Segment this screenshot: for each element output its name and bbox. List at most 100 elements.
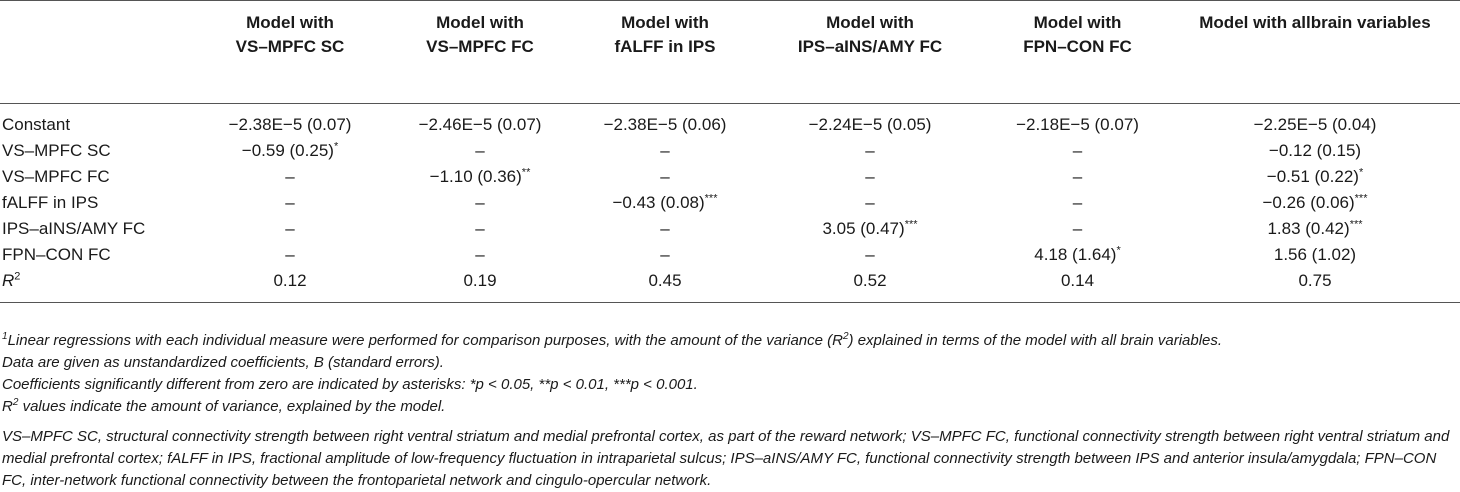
cell-value: – <box>660 141 670 160</box>
row-label: IPS–aINS/AMY FC <box>2 219 146 238</box>
cell-value: −2.38E−5 (0.06) <box>603 115 727 134</box>
cell-value: −2.18E−5 (0.07) <box>1016 115 1139 134</box>
row-label: VS–MPFC SC <box>2 141 111 160</box>
cell-value: – <box>660 167 670 186</box>
row-label: fALFF in IPS <box>2 193 99 212</box>
r-squared-value: 0.45 <box>575 268 755 303</box>
table-cell: 3.05 (0.47)*** <box>755 216 985 242</box>
cell-value: – <box>285 167 295 186</box>
header-line: fALFF in IPS <box>614 37 716 56</box>
table-cell: −0.59 (0.25)* <box>195 138 385 164</box>
footnote-line-1-superscript: 2 <box>842 331 849 342</box>
r-squared-superscript: 2 <box>14 270 21 283</box>
cell-value: −2.38E−5 (0.07) <box>228 115 352 134</box>
significance-marker: * <box>333 140 339 153</box>
significance-marker: *** <box>704 192 718 205</box>
r-squared-base: R <box>2 271 15 290</box>
footnote-line-1-text: Linear regressions with each individual … <box>7 332 843 349</box>
cell-value: – <box>285 193 295 212</box>
table-cell: 1.56 (1.02) <box>1170 242 1460 268</box>
cell-value: – <box>660 219 670 238</box>
footnote-abbreviations: VS–MPFC SC, structural connectivity stre… <box>2 428 1450 489</box>
header-line: Model with <box>246 13 334 32</box>
table-cell: −2.25E−5 (0.04) <box>1170 104 1460 139</box>
table-row: VS–MPFC SC −0.59 (0.25)* – – – – −0.12 (0.15) <box>0 138 1460 164</box>
table-cell: – <box>755 164 985 190</box>
r-squared-value: 0.14 <box>985 268 1170 303</box>
cell-value: −0.12 (0.15) <box>1268 141 1362 160</box>
regression-results-table: Model with VS–MPFC SC Model with VS–MPFC FC… <box>0 0 1460 303</box>
header-line: VS–MPFC SC <box>235 37 345 56</box>
cell-value: – <box>285 219 295 238</box>
significance-marker: * <box>1358 166 1364 179</box>
significance-marker: * <box>1116 244 1121 257</box>
table-cell: −2.24E−5 (0.05) <box>755 104 985 139</box>
table-cell: −2.38E−5 (0.06) <box>575 104 755 139</box>
cell-value: – <box>865 141 875 160</box>
footnote-marker: 1 <box>2 331 8 342</box>
table-cell: −2.38E−5 (0.07) <box>195 104 385 139</box>
header-cell-model-4: Model with IPS–aINS/AMY FC <box>755 0 985 104</box>
table-row: fALFF in IPS – – −0.43 (0.08)*** – – −0.26 (0.… <box>0 190 1460 216</box>
table-cell: – <box>195 164 385 190</box>
row-label: FPN–CON FC <box>2 245 111 264</box>
table-cell: – <box>755 242 985 268</box>
footnote-line-1-end: ) explained in terms of the model with a… <box>848 332 1223 349</box>
cell-value: −2.24E−5 (0.05) <box>808 115 932 134</box>
cell-value: 1.83 (0.42) <box>1267 219 1350 238</box>
footnote-line-3: Coefficients significantly different fro… <box>2 376 698 393</box>
significance-marker: ** <box>521 166 531 179</box>
header-line: FPN–CON FC <box>1023 37 1132 56</box>
cell-value: – <box>865 245 875 264</box>
significance-marker: *** <box>1354 192 1368 205</box>
r-squared-value: 0.19 <box>385 268 575 303</box>
header-cell-model-3: Model with fALFF in IPS <box>575 0 755 104</box>
table-row: Constant −2.38E−5 (0.07) −2.46E−5 (0.07) −2… <box>0 104 1460 139</box>
header-cell-empty <box>0 0 195 104</box>
table-cell: – <box>385 138 575 164</box>
cell-value: −0.43 (0.08) <box>612 193 705 212</box>
header-line: Model with allbrain variables <box>1199 13 1431 32</box>
table-cell: −0.43 (0.08)*** <box>575 190 755 216</box>
table-cell: 4.18 (1.64)* <box>985 242 1170 268</box>
table-body: Constant −2.38E−5 (0.07) −2.46E−5 (0.07) −2… <box>0 104 1460 303</box>
cell-value: – <box>475 141 485 160</box>
r-squared-value: 0.75 <box>1170 268 1460 303</box>
cell-value: −2.46E−5 (0.07) <box>418 115 542 134</box>
header-cell-model-5: Model with FPN–CON FC <box>985 0 1170 104</box>
cell-value: – <box>475 193 485 212</box>
table-cell: – <box>385 216 575 242</box>
cell-value: −0.26 (0.06) <box>1262 193 1355 212</box>
table-cell: – <box>195 216 385 242</box>
r-squared-value: 0.12 <box>195 268 385 303</box>
cell-value: −0.59 (0.25) <box>241 141 334 160</box>
cell-value: 3.05 (0.47) <box>822 219 905 238</box>
table-cell: – <box>575 164 755 190</box>
table-cell: – <box>575 242 755 268</box>
header-line: Model with <box>621 13 709 32</box>
table-row: IPS–aINS/AMY FC – – –3.05 (0.47)*** –1.83 (0… <box>0 216 1460 242</box>
cell-value: – <box>865 167 875 186</box>
table-cell: – <box>755 190 985 216</box>
header-cell-model-6: Model with allbrain variables <box>1170 0 1460 104</box>
table-cell: −0.12 (0.15) <box>1170 138 1460 164</box>
header-line: IPS–aINS/AMY FC <box>797 37 943 56</box>
r-squared-value: 0.52 <box>755 268 985 303</box>
significance-marker: *** <box>904 218 918 231</box>
footnote-line-4-superscript: 2 <box>12 397 19 408</box>
table-row: VS–MPFC FC – −1.10 (0.36)** – – – −0.51 (0.22)… <box>0 164 1460 190</box>
cell-value: – <box>1072 141 1083 160</box>
table-cell: – <box>755 138 985 164</box>
cell-value: 4.18 (1.64) <box>1034 245 1117 264</box>
header-line: Model with <box>1033 13 1122 32</box>
row-label-r-squared: R2 <box>0 268 195 303</box>
header-line: Model with <box>436 13 524 32</box>
table-cell: – <box>985 190 1170 216</box>
cell-value: – <box>475 219 485 238</box>
cell-value: −2.25E−5 (0.04) <box>1253 115 1377 134</box>
cell-value: −1.10 (0.36) <box>429 167 522 186</box>
cell-value: – <box>865 193 875 212</box>
header-cell-model-1: Model with VS–MPFC SC <box>195 0 385 104</box>
table-header-row: Model with VS–MPFC SC Model with VS–MPFC FC… <box>0 0 1460 104</box>
